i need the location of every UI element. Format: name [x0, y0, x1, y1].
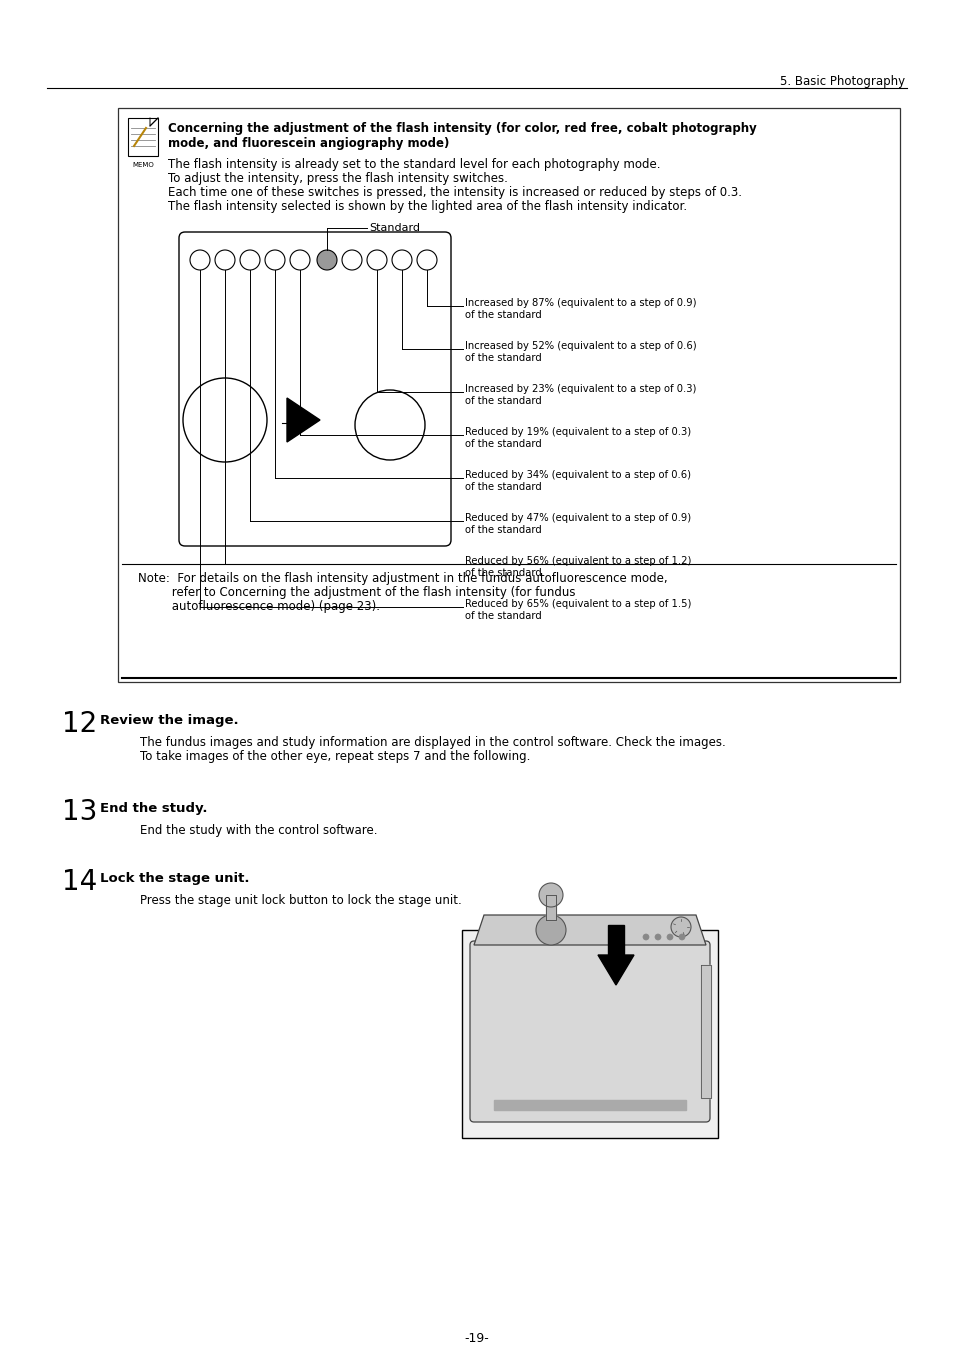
Text: The flash intensity selected is shown by the lighted area of the flash intensity: The flash intensity selected is shown by…: [168, 200, 686, 213]
Circle shape: [536, 915, 565, 945]
Text: 14: 14: [62, 868, 97, 896]
Polygon shape: [598, 954, 634, 986]
Circle shape: [666, 934, 672, 940]
Text: To take images of the other eye, repeat steps 7 and the following.: To take images of the other eye, repeat …: [140, 751, 530, 763]
Circle shape: [655, 934, 660, 940]
Bar: [118, 108, 899, 682]
Text: 5. Basic Photography: 5. Basic Photography: [779, 76, 904, 88]
Text: End the study.: End the study.: [100, 802, 208, 815]
Circle shape: [538, 883, 562, 907]
Polygon shape: [607, 925, 623, 954]
Text: The fundus images and study information are displayed in the control software. C: The fundus images and study information …: [140, 736, 725, 749]
FancyBboxPatch shape: [470, 941, 709, 1122]
Text: Reduced by 19% (equivalent to a step of 0.3)
of the standard: Reduced by 19% (equivalent to a step of …: [464, 427, 690, 448]
Text: -19-: -19-: [464, 1332, 489, 1345]
Text: autofluorescence mode) (page 23).: autofluorescence mode) (page 23).: [138, 599, 379, 613]
Text: Increased by 87% (equivalent to a step of 0.9)
of the standard: Increased by 87% (equivalent to a step o…: [464, 298, 696, 320]
Text: Each time one of these switches is pressed, the intensity is increased or reduce: Each time one of these switches is press…: [168, 186, 741, 198]
Text: Increased by 52% (equivalent to a step of 0.6)
of the standard: Increased by 52% (equivalent to a step o…: [464, 342, 696, 363]
Text: mode, and fluorescein angiography mode): mode, and fluorescein angiography mode): [168, 136, 449, 150]
Circle shape: [679, 934, 684, 940]
Polygon shape: [700, 965, 710, 1098]
Text: To adjust the intensity, press the flash intensity switches.: To adjust the intensity, press the flash…: [168, 171, 507, 185]
Polygon shape: [545, 895, 556, 919]
Text: 12: 12: [62, 710, 97, 738]
Text: Reduced by 65% (equivalent to a step of 1.5)
of the standard: Reduced by 65% (equivalent to a step of …: [464, 599, 691, 621]
FancyBboxPatch shape: [179, 232, 451, 545]
Text: Standard: Standard: [369, 223, 419, 234]
Polygon shape: [287, 398, 319, 441]
Text: Lock the stage unit.: Lock the stage unit.: [100, 872, 250, 886]
Text: The flash intensity is already set to the standard level for each photography mo: The flash intensity is already set to th…: [168, 158, 659, 171]
Text: refer to Concerning the adjustment of the flash intensity (for fundus: refer to Concerning the adjustment of th…: [138, 586, 575, 599]
Circle shape: [316, 250, 336, 270]
Text: End the study with the control software.: End the study with the control software.: [140, 824, 377, 837]
Circle shape: [670, 917, 690, 937]
Text: Concerning the adjustment of the flash intensity (for color, red free, cobalt ph: Concerning the adjustment of the flash i…: [168, 122, 756, 135]
Text: Review the image.: Review the image.: [100, 714, 238, 728]
Polygon shape: [494, 1100, 685, 1110]
Bar: [128, 117, 158, 157]
Text: MEMO: MEMO: [132, 162, 153, 167]
Text: 13: 13: [62, 798, 97, 826]
Polygon shape: [474, 915, 705, 945]
Text: Increased by 23% (equivalent to a step of 0.3)
of the standard: Increased by 23% (equivalent to a step o…: [464, 383, 696, 405]
Bar: [461, 930, 718, 1138]
Text: Reduced by 56% (equivalent to a step of 1.2)
of the standard: Reduced by 56% (equivalent to a step of …: [464, 556, 691, 578]
Circle shape: [642, 934, 648, 940]
Text: Reduced by 34% (equivalent to a step of 0.6)
of the standard: Reduced by 34% (equivalent to a step of …: [464, 470, 690, 491]
Text: Note:  For details on the flash intensity adjustment in the fundus autofluoresce: Note: For details on the flash intensity…: [138, 572, 667, 585]
Text: Reduced by 47% (equivalent to a step of 0.9)
of the standard: Reduced by 47% (equivalent to a step of …: [464, 513, 690, 535]
Text: Press the stage unit lock button to lock the stage unit.: Press the stage unit lock button to lock…: [140, 894, 461, 907]
